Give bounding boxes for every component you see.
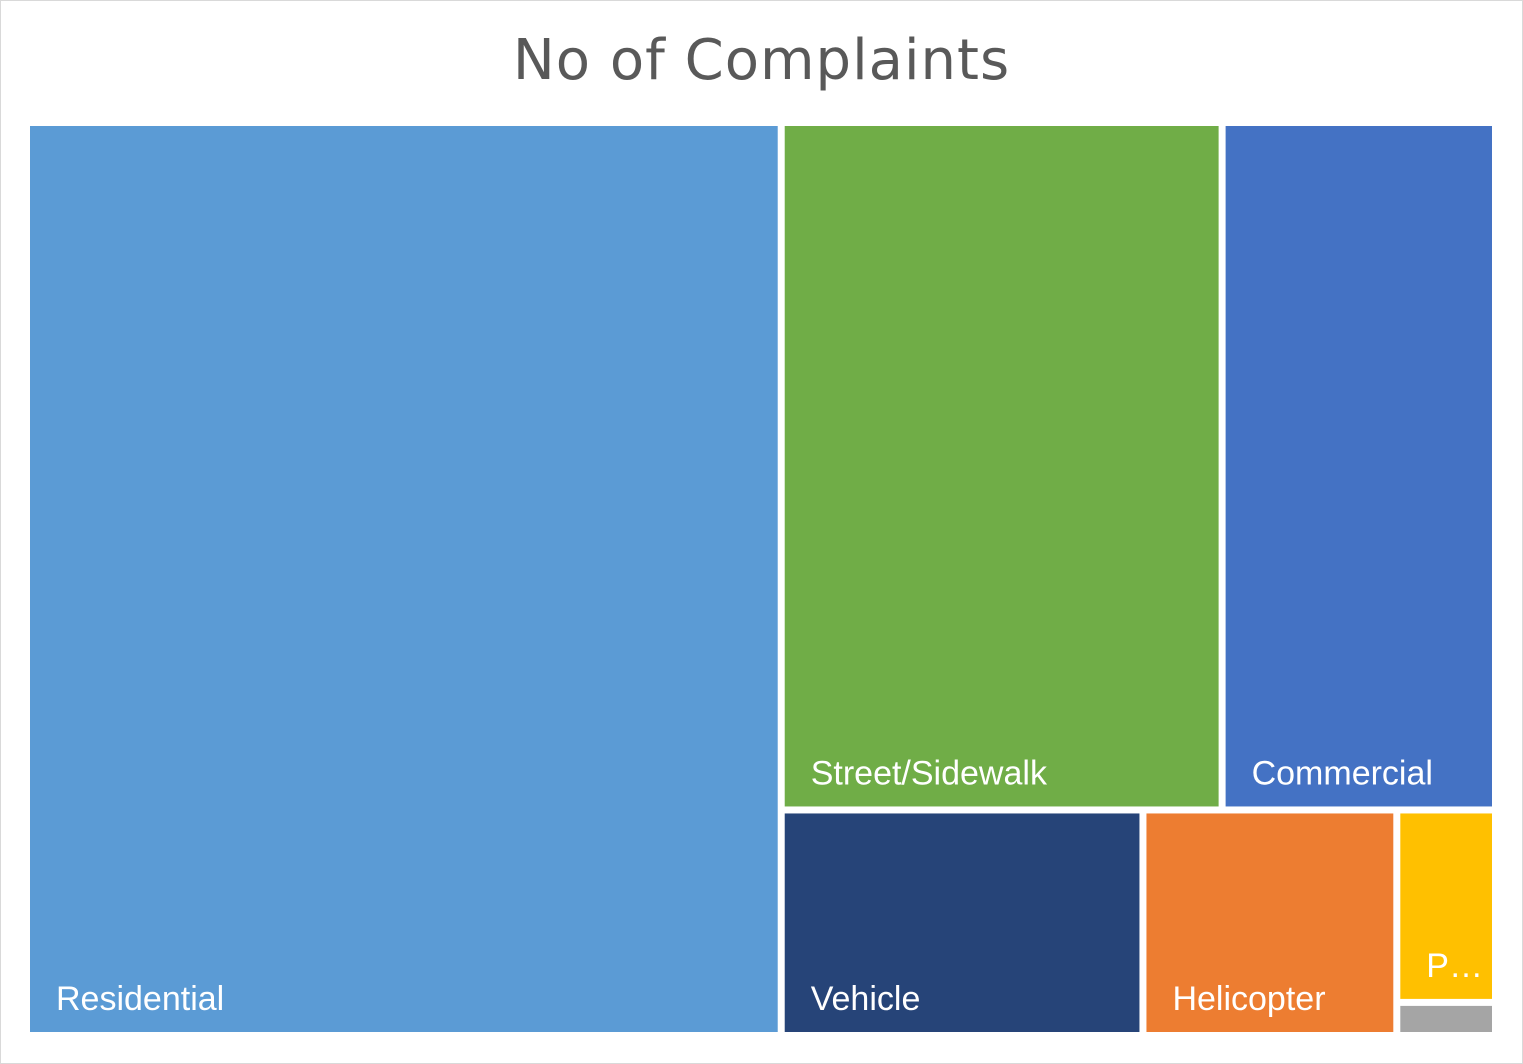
treemap-tile-label: P… xyxy=(1426,947,1483,985)
treemap-tile-label: Vehicle xyxy=(811,980,921,1018)
treemap-tile-label: Helicopter xyxy=(1172,980,1325,1018)
treemap-tile xyxy=(1400,813,1492,999)
treemap-tile xyxy=(784,813,1140,1032)
treemap-tile xyxy=(30,126,778,1032)
treemap-tile-label: Street/Sidewalk xyxy=(811,754,1048,792)
treemap-tile xyxy=(1146,813,1394,1032)
treemap-tile-label: Residential xyxy=(56,980,224,1018)
chart-title: No of Complaints xyxy=(512,28,1011,93)
treemap-tile-label: Commercial xyxy=(1252,754,1433,792)
treemap-tile xyxy=(1225,126,1492,807)
treemap-tile xyxy=(784,126,1219,807)
treemap-tile xyxy=(1400,1005,1492,1032)
